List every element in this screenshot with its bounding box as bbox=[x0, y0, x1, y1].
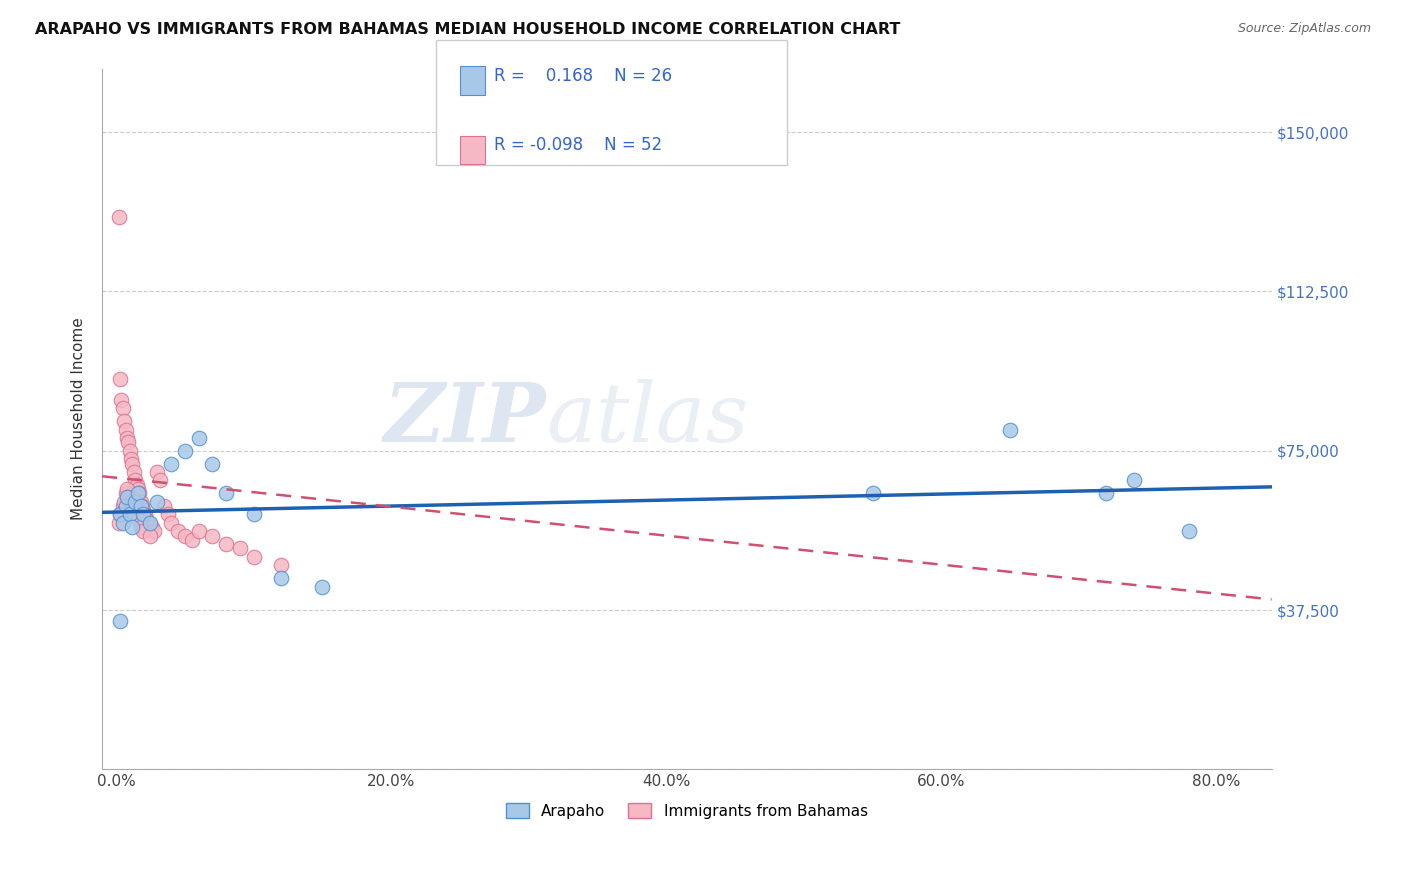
Text: R =    0.168    N = 26: R = 0.168 N = 26 bbox=[494, 67, 672, 85]
Point bbox=[132, 503, 155, 517]
Point bbox=[128, 486, 150, 500]
Point bbox=[129, 520, 152, 534]
Point bbox=[153, 499, 176, 513]
Text: ARAPAHO VS IMMIGRANTS FROM BAHAMAS MEDIAN HOUSEHOLD INCOME CORRELATION CHART: ARAPAHO VS IMMIGRANTS FROM BAHAMAS MEDIA… bbox=[35, 22, 900, 37]
Point bbox=[117, 491, 139, 505]
Text: Source: ZipAtlas.com: Source: ZipAtlas.com bbox=[1237, 22, 1371, 36]
Point bbox=[139, 516, 162, 530]
Point bbox=[1095, 486, 1118, 500]
Point bbox=[127, 486, 149, 500]
Point bbox=[111, 499, 134, 513]
Point bbox=[160, 457, 183, 471]
Point bbox=[187, 431, 209, 445]
Point bbox=[131, 499, 153, 513]
Point bbox=[108, 614, 131, 628]
Point bbox=[138, 516, 160, 530]
Point bbox=[229, 541, 252, 556]
Point bbox=[149, 474, 172, 488]
Point bbox=[108, 508, 131, 522]
Point bbox=[157, 508, 180, 522]
Point bbox=[129, 494, 152, 508]
Point bbox=[124, 494, 146, 508]
Point bbox=[167, 524, 190, 539]
Point bbox=[120, 452, 142, 467]
Point bbox=[124, 508, 146, 522]
Legend: Arapaho, Immigrants from Bahamas: Arapaho, Immigrants from Bahamas bbox=[501, 797, 873, 825]
Point bbox=[118, 494, 141, 508]
Point bbox=[107, 210, 129, 224]
Point bbox=[107, 516, 129, 530]
Point bbox=[143, 524, 166, 539]
Point bbox=[180, 533, 202, 547]
Point bbox=[112, 414, 135, 428]
Point bbox=[118, 508, 141, 522]
Point bbox=[129, 499, 152, 513]
Point bbox=[173, 529, 195, 543]
Point bbox=[111, 516, 134, 530]
Y-axis label: Median Household Income: Median Household Income bbox=[72, 318, 86, 520]
Point bbox=[1123, 474, 1146, 488]
Point bbox=[117, 435, 139, 450]
Point bbox=[114, 499, 136, 513]
Point bbox=[112, 494, 135, 508]
Point bbox=[108, 508, 131, 522]
Point bbox=[122, 465, 145, 479]
Point bbox=[135, 512, 157, 526]
Point bbox=[146, 494, 169, 508]
Point bbox=[114, 486, 136, 500]
Point bbox=[121, 520, 143, 534]
Point bbox=[110, 392, 132, 407]
Text: ZIP: ZIP bbox=[384, 379, 547, 458]
Point bbox=[127, 512, 149, 526]
Point bbox=[242, 549, 264, 564]
Point bbox=[115, 491, 138, 505]
Point bbox=[187, 524, 209, 539]
Point bbox=[121, 499, 143, 513]
Point bbox=[1178, 524, 1201, 539]
Point bbox=[125, 477, 148, 491]
Point bbox=[242, 508, 264, 522]
Point bbox=[201, 529, 224, 543]
Point bbox=[215, 486, 238, 500]
Point bbox=[111, 401, 134, 416]
Point bbox=[115, 431, 138, 445]
Text: atlas: atlas bbox=[547, 379, 749, 458]
Point bbox=[160, 516, 183, 530]
Point bbox=[270, 571, 292, 585]
Point bbox=[215, 537, 238, 551]
Point bbox=[127, 482, 149, 496]
Point bbox=[134, 508, 156, 522]
Point bbox=[139, 529, 162, 543]
Point bbox=[862, 486, 884, 500]
Point bbox=[998, 423, 1021, 437]
Point bbox=[173, 443, 195, 458]
Point bbox=[146, 465, 169, 479]
Point bbox=[311, 580, 333, 594]
Point bbox=[132, 524, 155, 539]
Point bbox=[114, 423, 136, 437]
Point bbox=[132, 508, 155, 522]
Point bbox=[118, 443, 141, 458]
Point bbox=[141, 520, 163, 534]
Point bbox=[121, 457, 143, 471]
Text: R = -0.098    N = 52: R = -0.098 N = 52 bbox=[494, 136, 662, 154]
Point bbox=[108, 371, 131, 385]
Point bbox=[201, 457, 224, 471]
Point bbox=[115, 482, 138, 496]
Point bbox=[124, 474, 146, 488]
Point bbox=[270, 558, 292, 573]
